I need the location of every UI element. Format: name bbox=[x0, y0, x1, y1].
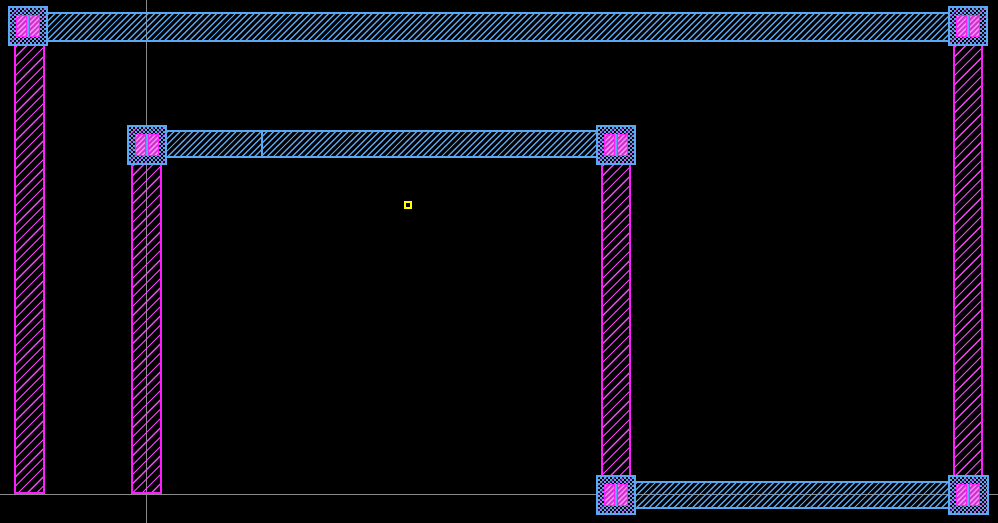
metal1-segment-boundary[interactable] bbox=[261, 130, 263, 158]
metal1-wire-middle-bus[interactable] bbox=[127, 130, 635, 158]
via-cut bbox=[604, 134, 615, 156]
metal2-wire-left[interactable] bbox=[14, 44, 45, 494]
via-cut bbox=[617, 484, 628, 506]
via-cut bbox=[29, 15, 40, 37]
metal1-wire-top-bus[interactable] bbox=[8, 12, 988, 42]
via-cut-pair bbox=[956, 15, 980, 37]
metal2-wire-mid-right[interactable] bbox=[601, 163, 631, 477]
metal2-wire-mid-left[interactable] bbox=[131, 163, 162, 494]
via-cut-pair bbox=[604, 484, 628, 506]
via-cut bbox=[148, 134, 159, 156]
via-cut bbox=[604, 484, 615, 506]
via-contact-mid-right[interactable] bbox=[596, 125, 636, 165]
via-cut-pair bbox=[604, 134, 628, 156]
via-cut bbox=[617, 134, 628, 156]
cursor-box bbox=[404, 201, 412, 209]
via-contact-bottom-mid[interactable] bbox=[596, 475, 636, 515]
via-cut bbox=[135, 134, 146, 156]
via-contact-bottom-right[interactable] bbox=[948, 475, 989, 515]
metal2-wire-right[interactable] bbox=[953, 44, 983, 477]
via-contact-top-right[interactable] bbox=[948, 6, 988, 46]
via-contact-mid-left[interactable] bbox=[127, 125, 167, 165]
via-contact-top-left[interactable] bbox=[8, 6, 48, 46]
via-cut-pair bbox=[956, 484, 980, 506]
via-cut bbox=[956, 15, 967, 37]
via-cut-pair bbox=[135, 134, 159, 156]
via-cut bbox=[16, 15, 27, 37]
horizontal-axis-line bbox=[0, 494, 998, 495]
via-cut bbox=[956, 484, 967, 506]
via-cut-pair bbox=[16, 15, 40, 37]
metal1-wire-bottom-bus[interactable] bbox=[596, 481, 989, 509]
via-cut bbox=[969, 15, 980, 37]
via-cut bbox=[969, 484, 980, 506]
